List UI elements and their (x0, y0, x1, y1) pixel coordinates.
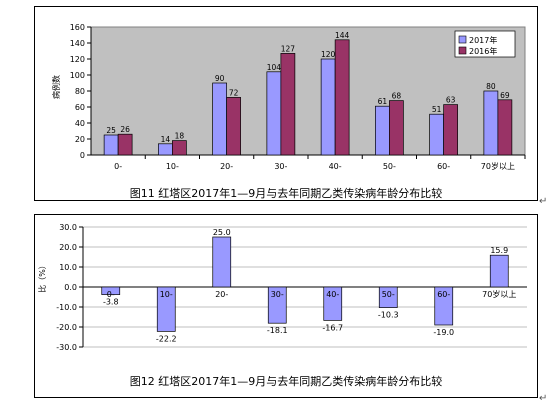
bar (323, 286, 343, 321)
chart-panel-1: 0 20 40 60 80 100 120 140 160 病例数 0- 25 26 10- 14 18 20-… (34, 6, 538, 201)
data-label: 63 (446, 96, 456, 105)
data-label: -19.0 (433, 328, 454, 337)
bar-chart-1: 0 20 40 60 80 100 120 140 160 病例数 0- 25 26 10- 14 18 20-… (51, 23, 526, 171)
data-label: 26 (120, 125, 130, 134)
bar-2016 (226, 97, 241, 156)
data-label: 14 (161, 135, 171, 144)
bar-2017 (483, 90, 499, 156)
bar-2017 (429, 113, 444, 156)
bar-2017 (320, 58, 336, 156)
bar-2017 (158, 143, 173, 156)
bar (434, 286, 454, 326)
data-label: 68 (392, 92, 402, 101)
data-label: -16.7 (322, 323, 343, 332)
y-tick-label: -20.0 (56, 323, 77, 332)
legend-swatch (458, 35, 467, 44)
y-tick-label: 20 (75, 135, 85, 144)
y-tick-label: -30.0 (56, 343, 77, 352)
data-label: 80 (486, 82, 496, 91)
y-tick-label: 60 (75, 103, 85, 112)
x-tick-label: 50- (382, 290, 395, 299)
y-tick-label: 20.0 (59, 243, 77, 252)
data-label: -10.3 (378, 311, 399, 320)
data-label: -3.8 (103, 298, 119, 307)
y-tick-label: 0.0 (64, 283, 77, 292)
x-tick-label: 0- (114, 162, 122, 171)
data-label: 144 (335, 31, 350, 40)
bar-2016 (389, 100, 404, 156)
bar-2016 (280, 53, 296, 156)
data-label: 51 (432, 105, 442, 114)
bar-2017 (212, 82, 227, 156)
bar-2016 (443, 104, 458, 156)
chart-2-caption: 图12 红塔区2017年1—9月与去年同期乙类传染病年龄分布比较 (129, 375, 443, 388)
y-tick-label: 100 (70, 71, 85, 80)
bar (267, 286, 287, 324)
paragraph-mark: ↵ (539, 393, 548, 404)
x-tick-label: 10- (166, 162, 179, 171)
data-label: 15.9 (490, 246, 508, 255)
bar-2016 (497, 99, 513, 156)
x-tick-label: 70岁以上 (482, 289, 516, 299)
data-label: 25.0 (213, 228, 231, 237)
data-label: 104 (267, 63, 282, 72)
data-label: -22.2 (156, 334, 177, 343)
data-label: 18 (175, 132, 185, 141)
bar (156, 286, 176, 332)
y-tick-label: 10.0 (59, 263, 77, 272)
bar-chart-2: 30.0 20.0 10.0 0.0 -10.0 -20.0 -30.0 比（%） -3.80-… (37, 223, 527, 352)
bar (212, 236, 232, 288)
x-tick-label: 60- (437, 290, 450, 299)
x-tick-label: 30- (271, 290, 284, 299)
bar (378, 286, 398, 308)
bar-2016 (334, 39, 350, 156)
x-tick-label: 20- (215, 290, 228, 299)
x-tick-label: 30- (274, 162, 287, 171)
x-tick-label: 0- (107, 290, 115, 299)
chart-1-caption: 图11 红塔区2017年1—9月与去年同期乙类传染病年龄分布比较 (129, 187, 443, 200)
y-tick-label: 40 (75, 119, 85, 128)
data-label: 90 (215, 74, 225, 83)
legend-label: 2017年 (469, 35, 497, 45)
data-label: 120 (321, 50, 336, 59)
y-axis-label: 病例数 (51, 75, 61, 99)
y-tick-label: 120 (70, 55, 85, 64)
x-tick-label: 10- (160, 290, 173, 299)
x-tick-label: 50- (383, 162, 396, 171)
data-label: 69 (500, 91, 510, 100)
bar-2016 (172, 140, 187, 156)
y-tick-label: 30.0 (59, 223, 77, 232)
x-tick-label: 20- (220, 162, 233, 171)
y-tick-label: 0 (80, 151, 85, 160)
data-label: 72 (229, 88, 239, 97)
legend-label: 2016年 (469, 46, 497, 56)
bar-2017 (103, 134, 119, 156)
paragraph-mark: ↵ (539, 196, 548, 207)
x-tick-label: 70岁以上 (481, 161, 515, 171)
data-label: 25 (106, 126, 116, 135)
bar-2017 (375, 105, 390, 156)
legend-swatch (458, 46, 467, 55)
y-tick-label: 160 (70, 23, 85, 32)
bar (489, 254, 509, 288)
x-tick-label: 40- (326, 290, 339, 299)
bar-2016 (117, 133, 133, 156)
bar (101, 286, 121, 295)
y-tick-label: -10.0 (56, 303, 77, 312)
y-axis-label: 比（%） (37, 261, 47, 293)
y-tick-label: 140 (70, 39, 85, 48)
x-tick-label: 60- (437, 162, 450, 171)
x-tick-label: 40- (329, 162, 342, 171)
bar-2017 (266, 71, 282, 156)
data-label: 61 (378, 97, 388, 106)
y-tick-label: 80 (75, 87, 85, 96)
data-label: -18.1 (267, 326, 288, 335)
data-label: 127 (281, 44, 296, 53)
chart-panel-2: 30.0 20.0 10.0 0.0 -10.0 -20.0 -30.0 比（%） -3.8 0-… (34, 214, 538, 398)
